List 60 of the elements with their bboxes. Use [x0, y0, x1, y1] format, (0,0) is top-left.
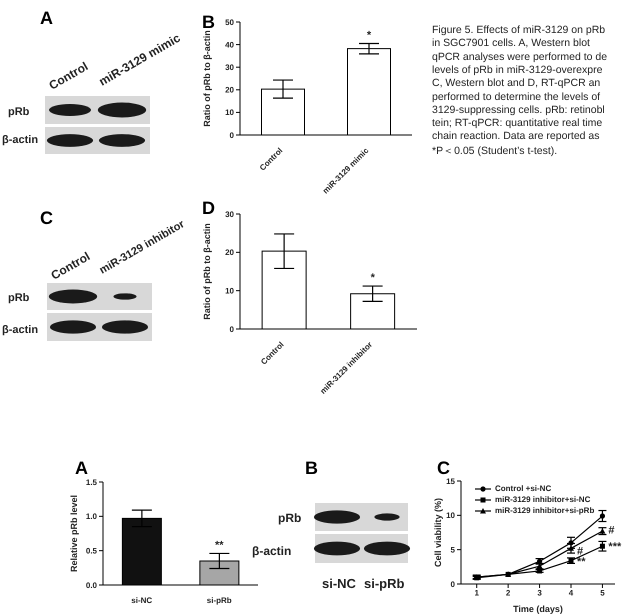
y-tick-label: 40	[225, 40, 235, 50]
text: performed to determine the levels of	[432, 90, 600, 102]
annotation: β-actin	[252, 544, 292, 558]
y-tick-label: 0	[230, 130, 235, 140]
y-tick-label: 1.0	[86, 512, 98, 522]
annotation: **	[577, 556, 586, 568]
text: chain reaction. Data are reported as	[432, 130, 600, 142]
legend-label: miR-3129 inhibitor+si-NC	[495, 494, 590, 505]
y-tick-label: 20	[225, 248, 235, 258]
x-axis-title: Time (days)	[513, 604, 563, 614]
text: C	[40, 208, 53, 229]
text: β-actin	[2, 134, 38, 146]
annotation: *	[370, 272, 376, 284]
annotation: #	[577, 545, 584, 558]
y-axis-title: Ratio of pRb to β-actin	[202, 223, 212, 320]
y-axis-title: Cell viability (%)	[433, 498, 444, 568]
chart-title: C	[437, 458, 450, 478]
y-tick-label: 10	[446, 511, 456, 520]
y-tick-label: 50	[225, 18, 235, 27]
text: pRb	[8, 106, 30, 118]
chart-title: D	[202, 198, 215, 219]
y-tick-label: 20	[225, 86, 235, 95]
legend-label: Control +si-NC	[495, 483, 552, 494]
x-tick-label: 3	[537, 588, 542, 598]
y-tick-label: 0.0	[86, 580, 98, 590]
y-tick-label: 1.5	[86, 478, 98, 487]
text: β-actin	[2, 324, 38, 336]
x-tick-label: 5	[600, 588, 606, 598]
annotation: *	[366, 29, 372, 42]
y-tick-label: 0.5	[86, 546, 98, 556]
text: tein; RT-qPCR: quantitative real time	[432, 117, 602, 130]
y-tick-label: 10	[225, 286, 235, 296]
y-tick-label: 0	[450, 580, 456, 589]
caption: Figure 5. Effects of miR-3129 on pRb	[432, 24, 606, 36]
text: A	[40, 8, 53, 29]
y-axis-title: Ratio of pRb to β-actin	[202, 30, 212, 127]
annotation: **	[214, 539, 224, 552]
text: 3129-suppressing cells. pRb: retinobl	[432, 104, 605, 116]
y-tick-label: 30	[225, 210, 235, 219]
y-tick-label: 10	[225, 108, 235, 118]
text: C, Western blot and D, RT-qPCR an	[432, 77, 600, 90]
y-tick-label: 30	[225, 63, 235, 72]
y-tick-label: 15	[446, 476, 456, 486]
x-tick-label: 4	[568, 588, 574, 598]
text: *P＜0.05 (Student’s t-test).	[432, 144, 558, 158]
text: levels of pRb in miR-3129-overexpre	[432, 64, 602, 76]
text: B	[305, 458, 318, 479]
y-tick-label: 5	[450, 546, 456, 555]
annotation: #	[608, 524, 615, 537]
x-tick-label: 2	[506, 588, 511, 598]
y-axis-title: Relative pRb level	[69, 494, 80, 572]
legend-label: miR-3129 inhibitor+si-pRb	[495, 505, 594, 516]
text: pRb	[278, 511, 302, 525]
x-tick-label: 1	[474, 588, 480, 598]
chart-title: A	[75, 458, 88, 479]
text: in SGC7901 cells. A, Western blot	[432, 37, 590, 50]
text: qPCR analyses were performed to de	[432, 50, 608, 63]
annotation: ***	[608, 541, 622, 554]
y-tick-label: 0	[230, 324, 235, 334]
text: pRb	[8, 292, 30, 304]
